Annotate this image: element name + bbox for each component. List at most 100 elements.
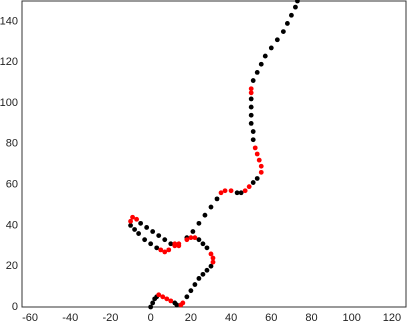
point — [242, 188, 248, 194]
y-tick-label: 120 — [0, 56, 18, 68]
point — [248, 112, 254, 118]
point — [200, 271, 206, 277]
point — [190, 229, 196, 234]
point — [258, 169, 264, 175]
point — [210, 255, 216, 261]
x-tick-label: 0 — [148, 312, 154, 324]
point — [254, 176, 260, 181]
point — [256, 157, 262, 163]
point — [204, 245, 210, 251]
point — [148, 241, 154, 247]
point — [192, 235, 198, 241]
point — [210, 259, 216, 265]
point — [148, 304, 154, 310]
y-tick-label: 20 — [6, 260, 18, 272]
point — [172, 241, 178, 247]
point — [234, 190, 240, 196]
point — [202, 212, 208, 218]
point — [188, 288, 194, 294]
point — [196, 237, 202, 243]
x-tick-label: 60 — [265, 312, 277, 324]
point — [284, 21, 290, 26]
y-tick-label: 80 — [6, 138, 18, 150]
point — [250, 180, 256, 185]
point — [158, 247, 164, 253]
point — [262, 53, 268, 59]
y-tick-label: 140 — [0, 15, 18, 27]
point — [134, 216, 139, 222]
y-tick-label: 40 — [6, 219, 18, 231]
point — [184, 237, 190, 243]
point — [248, 96, 254, 102]
x-tick-label: 80 — [305, 312, 317, 324]
point — [208, 263, 214, 269]
point — [250, 137, 256, 143]
point — [184, 294, 190, 300]
y-tick-label: 100 — [0, 97, 18, 109]
x-tick-label: -60 — [22, 312, 38, 324]
point — [188, 235, 194, 241]
point — [248, 90, 254, 96]
x-tick-label: 20 — [185, 312, 197, 324]
x-tick-label: 120 — [383, 312, 401, 324]
point — [250, 129, 256, 134]
point — [154, 245, 160, 251]
point — [180, 300, 186, 306]
point — [156, 233, 162, 239]
point — [168, 241, 174, 247]
point — [248, 121, 254, 126]
x-tick-label: 40 — [225, 312, 237, 324]
point — [136, 231, 142, 236]
point — [144, 225, 150, 230]
point — [274, 37, 280, 43]
point — [162, 237, 168, 243]
point — [250, 78, 256, 83]
point — [142, 237, 148, 243]
point — [280, 29, 286, 34]
point — [196, 276, 202, 281]
x-tick-label: 100 — [343, 312, 361, 324]
point — [248, 86, 254, 92]
point — [192, 282, 198, 287]
point — [196, 220, 202, 226]
point — [150, 300, 156, 306]
point — [238, 190, 244, 196]
point — [130, 214, 135, 220]
point — [128, 218, 133, 224]
point — [218, 190, 224, 196]
point — [254, 70, 260, 75]
point — [128, 223, 133, 228]
point — [138, 220, 144, 226]
y-tick-label: 60 — [6, 179, 18, 191]
point — [252, 145, 258, 151]
point — [156, 292, 162, 298]
point — [258, 61, 264, 67]
point — [168, 298, 174, 304]
point — [246, 184, 252, 190]
point — [289, 12, 294, 18]
x-tick-label: -20 — [103, 312, 119, 324]
y-tick-label: 0 — [12, 301, 18, 313]
point — [160, 294, 166, 300]
point — [164, 296, 170, 302]
point — [222, 188, 228, 194]
point — [258, 163, 264, 169]
point — [204, 267, 210, 273]
point — [132, 227, 137, 232]
point — [293, 4, 298, 10]
point — [254, 151, 260, 157]
point — [162, 249, 168, 255]
point — [150, 229, 156, 234]
x-tick-label: -40 — [62, 312, 78, 324]
point — [208, 251, 214, 257]
point — [248, 104, 254, 110]
point — [174, 302, 180, 308]
point — [295, 0, 300, 4]
point — [268, 45, 274, 51]
point — [228, 188, 234, 194]
point — [166, 247, 172, 253]
point — [214, 196, 220, 202]
point — [208, 204, 214, 210]
point — [200, 241, 206, 247]
